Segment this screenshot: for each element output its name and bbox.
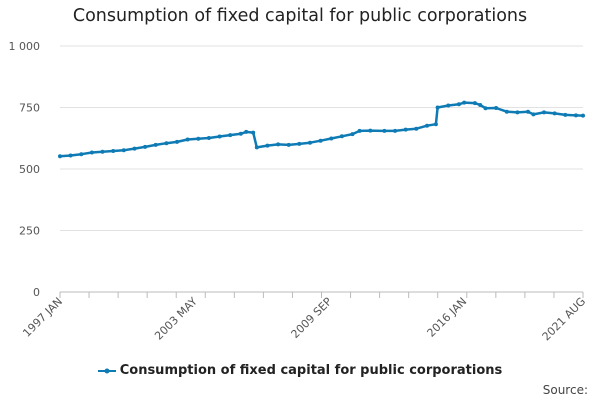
y-tick-label: 500: [19, 163, 40, 176]
data-point: [382, 128, 387, 133]
data-point: [563, 112, 568, 117]
data-point: [318, 138, 323, 143]
data-point: [132, 146, 137, 151]
data-point: [276, 142, 281, 147]
y-tick-label: 0: [33, 286, 40, 299]
data-point: [228, 133, 233, 138]
data-point: [238, 131, 243, 136]
data-point: [504, 109, 509, 114]
data-point: [526, 109, 530, 114]
data-point: [552, 111, 557, 116]
data-point: [456, 102, 461, 107]
data-point: [446, 103, 451, 108]
y-tick-label: 1 000: [9, 40, 41, 53]
data-point: [286, 142, 291, 147]
data-point: [531, 112, 536, 117]
data-point: [357, 128, 362, 133]
data-point: [573, 113, 578, 118]
data-point: [175, 139, 179, 144]
data-point: [329, 136, 334, 141]
data-point: [153, 142, 158, 147]
data-point: [403, 127, 408, 132]
legend[interactable]: Consumption of fixed capital for public …: [0, 363, 600, 378]
data-point: [185, 137, 190, 142]
data-point: [339, 134, 344, 139]
data-point: [111, 149, 116, 153]
data-point: [58, 154, 62, 159]
series-layer: [58, 100, 585, 159]
data-point: [79, 152, 84, 157]
data-point: [393, 128, 398, 133]
data-point: [368, 128, 373, 133]
x-axis: 1997 JAN 2003 MAY 2009 SEP 2016 JAN 2021 AUG: [20, 291, 589, 344]
data-point: [350, 132, 355, 137]
data-point: [472, 101, 477, 106]
y-tick-label: 750: [19, 102, 40, 115]
data-point: [265, 143, 270, 148]
data-point: [433, 122, 438, 127]
data-point: [251, 130, 256, 135]
data-point: [478, 103, 483, 107]
data-point: [121, 148, 126, 153]
x-tick-label: 2021 AUG: [540, 295, 589, 344]
data-point: [217, 134, 222, 139]
gridlines: [60, 45, 583, 231]
data-point: [206, 136, 211, 140]
data-point: [483, 106, 488, 111]
series-line: [59, 101, 584, 158]
y-axis-labels: 0 250 500 750 1 000: [9, 40, 41, 299]
data-point: [425, 123, 429, 128]
data-point: [68, 153, 73, 158]
data-point: [100, 149, 105, 154]
data-point: [542, 110, 546, 115]
source-label: Source:: [542, 383, 588, 397]
data-point: [494, 106, 499, 110]
x-tick-label: 2009 SEP: [289, 295, 335, 341]
x-tick-label: 2016 JAN: [425, 295, 470, 340]
y-tick-label: 250: [19, 225, 40, 238]
legend-swatch-icon: [97, 368, 116, 373]
data-point: [435, 105, 440, 110]
data-point: [143, 144, 148, 149]
data-point: [308, 140, 312, 145]
x-tick-label: 2003 MAY: [152, 295, 200, 343]
data-point: [196, 136, 201, 141]
data-point: [581, 113, 585, 118]
chart-title: Consumption of fixed capital for public …: [72, 6, 528, 26]
data-point: [244, 129, 249, 134]
data-point: [297, 141, 302, 146]
legend-label: Consumption of fixed capital for public …: [119, 363, 503, 378]
data-point: [89, 150, 94, 155]
data-point: [462, 100, 467, 105]
data-point: [414, 126, 419, 131]
x-tick-label: 1997 JAN: [20, 295, 65, 340]
data-point: [515, 110, 520, 115]
data-point: [164, 141, 169, 146]
data-point: [254, 145, 259, 150]
